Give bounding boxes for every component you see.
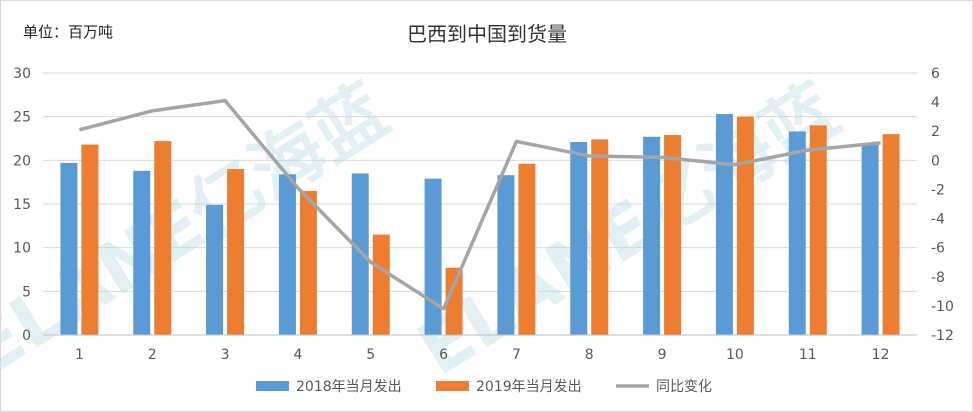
y-right-tick-label: -12 [931,328,954,344]
bar [518,163,536,335]
bar [81,144,99,335]
y-right-tick-label: -8 [931,270,945,286]
bar [278,174,296,335]
bar [715,114,733,336]
legend: 2018年当月发出 2019年当月发出 同比变化 [256,379,712,395]
x-tick-label: 2 [148,347,157,363]
x-tick-label: 12 [872,347,890,363]
legend-label: 2019年当月发出 [476,379,582,395]
bar [591,139,609,335]
y-right-tick-label: -4 [931,212,945,228]
y-right-tick-label: 0 [931,153,940,169]
y-left-tick-label: 25 [13,110,31,126]
y-left-tick-label: 20 [13,153,31,169]
x-tick-label: 10 [726,347,744,363]
bar [299,190,317,335]
bar [664,135,682,335]
y-right-tick-label: 6 [931,66,940,82]
chart-title: 巴西到中国到货量 [407,22,567,46]
bar [788,131,806,335]
x-tick-label: 11 [799,347,817,363]
bar [60,162,78,335]
bar [154,141,172,335]
bar [424,178,442,335]
yoy-line [78,98,881,311]
y-left-tick-label: 30 [13,66,31,82]
bars [60,114,900,336]
bar [497,175,515,335]
x-tick-label: 1 [75,347,84,363]
x-tick-label: 5 [366,347,375,363]
legend-label: 同比变化 [656,379,712,395]
bar [736,116,754,336]
y-right-tick-label: 2 [931,124,940,140]
bar [882,134,900,335]
legend-swatch [436,381,469,391]
x-tick-label: 8 [585,347,594,363]
legend-swatch [256,381,289,391]
x-tick-label: 6 [439,347,448,363]
x-tick-label: 3 [221,347,230,363]
y-left-tick-label: 5 [22,284,31,300]
x-tick-label: 4 [293,347,302,363]
x-tick-label: 9 [658,347,667,363]
y-right-tick-label: 4 [931,95,940,111]
bar [570,141,588,335]
legend-label: 2018年当月发出 [296,379,402,395]
y-right-tick-label: -2 [931,182,945,198]
bar [861,144,879,335]
y-left-tick-label: 0 [22,328,31,344]
gridlines [43,72,917,336]
bar [227,169,245,335]
y-right-tick-label: -6 [931,241,945,257]
bar [372,234,390,335]
y-right-tick-label: -10 [931,299,954,315]
bar [643,136,661,335]
series-line [78,98,881,311]
bar [206,204,224,335]
bar [445,267,463,335]
y-left-tick-label: 10 [13,241,31,257]
x-tick-label: 7 [512,347,521,363]
unit-label: 单位：百万吨 [23,23,113,41]
bar [351,173,369,335]
bar [133,170,151,335]
y-left-tick-label: 15 [13,197,31,213]
bar [809,125,827,336]
